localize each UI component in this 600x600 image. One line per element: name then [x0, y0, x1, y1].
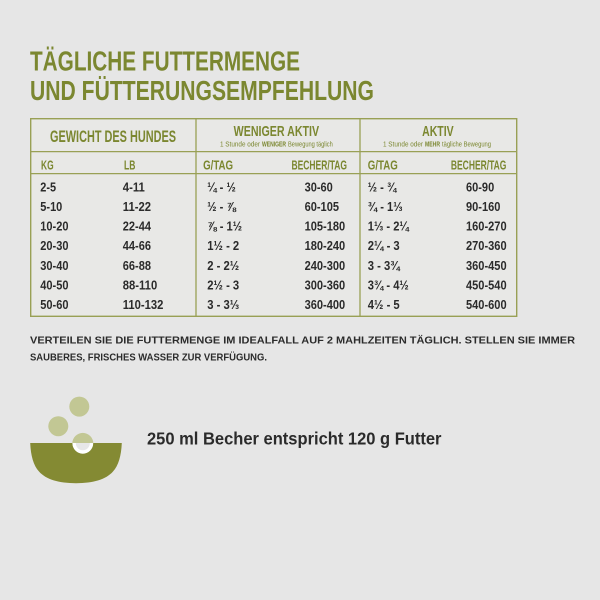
svg-text:270-360: 270-360 — [466, 238, 507, 253]
svg-text:¾ - 1⅓: ¾ - 1⅓ — [368, 199, 403, 214]
svg-text:1½ - 2: 1½ - 2 — [207, 238, 239, 253]
svg-text:1⅓ - 2¼: 1⅓ - 2¼ — [368, 219, 410, 234]
svg-text:GEWICHT DES HUNDES: GEWICHT DES HUNDES — [50, 127, 176, 146]
svg-text:11-22: 11-22 — [123, 199, 151, 214]
svg-text:2½ - 3: 2½ - 3 — [207, 278, 239, 293]
svg-text:Bewegung täglich: Bewegung täglich — [288, 140, 333, 149]
svg-text:360-450: 360-450 — [466, 258, 507, 273]
svg-text:110-132: 110-132 — [123, 297, 164, 312]
svg-text:50-60: 50-60 — [40, 297, 68, 312]
svg-text:450-540: 450-540 — [466, 278, 507, 293]
svg-text:60-90: 60-90 — [466, 179, 494, 194]
svg-text:160-270: 160-270 — [466, 219, 507, 234]
svg-text:⅞ - 1½: ⅞ - 1½ — [207, 219, 242, 234]
svg-text:WENIGER: WENIGER — [262, 140, 286, 149]
svg-text:250 ml Becher entspricht 120 g: 250 ml Becher entspricht 120 g Futter — [147, 429, 442, 449]
svg-text:2¼ - 3: 2¼ - 3 — [368, 238, 400, 253]
svg-text:½ - ⅞: ½ - ⅞ — [207, 199, 236, 214]
svg-text:5-10: 5-10 — [40, 199, 62, 214]
svg-text:AKTIV: AKTIV — [422, 124, 454, 140]
svg-text:MEHR: MEHR — [425, 140, 440, 149]
svg-text:60-105: 60-105 — [305, 199, 339, 214]
svg-text:G/TAG: G/TAG — [368, 157, 398, 172]
svg-text:360-400: 360-400 — [305, 297, 346, 312]
svg-text:TÄGLICHE FUTTERMENGE: TÄGLICHE FUTTERMENGE — [30, 46, 300, 77]
svg-text:240-300: 240-300 — [305, 258, 346, 273]
svg-text:44-66: 44-66 — [123, 238, 151, 253]
svg-text:VERTEILEN SIE DIE FUTTERMENGE: VERTEILEN SIE DIE FUTTERMENGE IM IDEALFA… — [30, 333, 576, 346]
svg-text:3 - 3¾: 3 - 3¾ — [368, 258, 401, 273]
svg-text:30-60: 30-60 — [305, 179, 333, 194]
svg-text:105-180: 105-180 — [305, 219, 346, 234]
svg-text:1 Stunde oder: 1 Stunde oder — [220, 140, 260, 149]
svg-text:300-360: 300-360 — [305, 278, 346, 293]
svg-text:1 Stunde oder: 1 Stunde oder — [383, 140, 423, 149]
svg-text:22-44: 22-44 — [123, 219, 152, 234]
svg-text:KG: KG — [41, 157, 54, 172]
svg-text:20-30: 20-30 — [40, 238, 68, 253]
svg-text:½ - ¾: ½ - ¾ — [368, 179, 397, 194]
svg-text:BECHER/TAG: BECHER/TAG — [292, 157, 348, 172]
svg-text:SAUBERES, FRISCHES WASSER ZUR: SAUBERES, FRISCHES WASSER ZUR VERFÜGUNG. — [30, 351, 267, 364]
svg-text:tägliche Bewegung: tägliche Bewegung — [442, 140, 491, 149]
svg-text:¼ - ½: ¼ - ½ — [207, 179, 236, 194]
svg-text:LB: LB — [124, 157, 135, 172]
svg-text:10-20: 10-20 — [40, 219, 68, 234]
svg-text:WENIGER AKTIV: WENIGER AKTIV — [234, 124, 320, 140]
svg-text:4½ - 5: 4½ - 5 — [368, 297, 400, 312]
svg-text:540-600: 540-600 — [466, 297, 507, 312]
svg-text:BECHER/TAG: BECHER/TAG — [451, 157, 507, 172]
svg-text:UND FÜTTERUNGSEMPFEHLUNG: UND FÜTTERUNGSEMPFEHLUNG — [30, 75, 374, 106]
svg-text:40-50: 40-50 — [40, 278, 68, 293]
svg-text:2-5: 2-5 — [40, 179, 56, 194]
svg-text:G/TAG: G/TAG — [203, 157, 233, 172]
svg-text:30-40: 30-40 — [40, 258, 68, 273]
svg-text:180-240: 180-240 — [305, 238, 346, 253]
svg-text:4-11: 4-11 — [123, 179, 145, 194]
svg-text:88-110: 88-110 — [123, 278, 157, 293]
svg-text:3¾ - 4½: 3¾ - 4½ — [368, 278, 409, 293]
svg-text:3 - 3⅓: 3 - 3⅓ — [207, 297, 239, 312]
svg-text:90-160: 90-160 — [466, 199, 500, 214]
svg-text:66-88: 66-88 — [123, 258, 151, 273]
svg-text:2 - 2½: 2 - 2½ — [207, 258, 239, 273]
